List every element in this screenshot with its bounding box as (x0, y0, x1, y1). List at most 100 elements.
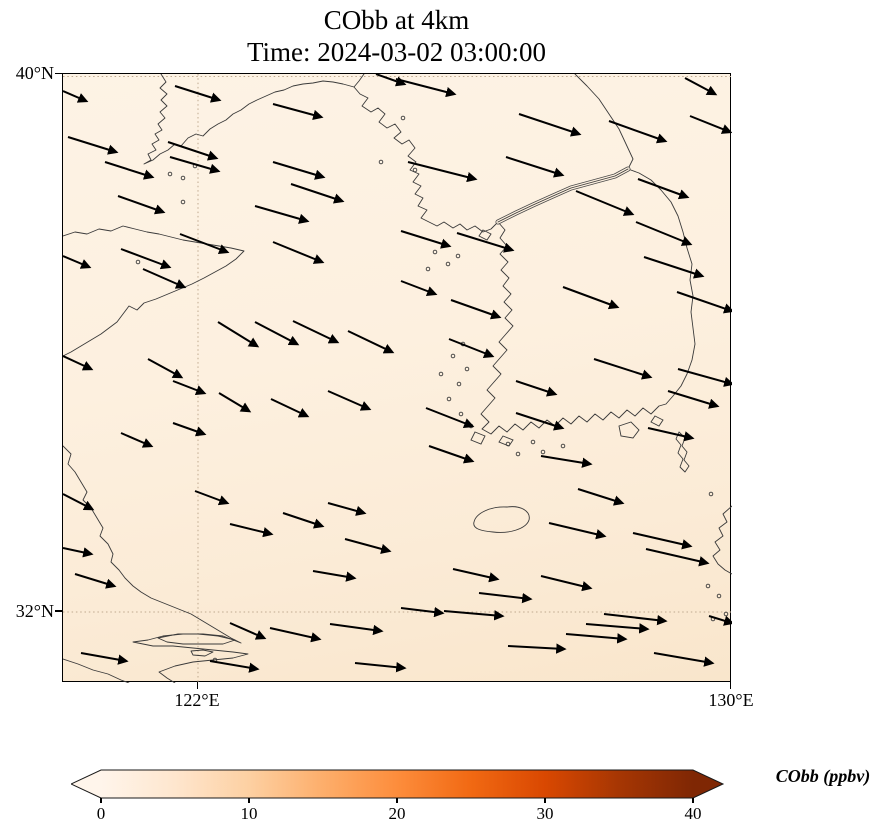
wind-arrow (229, 523, 274, 538)
wind-arrow (254, 205, 310, 224)
colorbar (71, 769, 725, 799)
wind-arrow (179, 233, 230, 255)
wind-arrow (562, 286, 620, 310)
wind-arrow (169, 156, 221, 174)
wind-arrow (67, 136, 119, 155)
coastline-nk-west (353, 86, 499, 233)
wind-arrow (667, 390, 720, 409)
wind-arrow (63, 255, 92, 269)
islet-dot (432, 249, 438, 255)
wind-arrow (676, 291, 732, 314)
islet-dot (167, 171, 173, 177)
colorbar-tickmark (544, 798, 546, 803)
colorbar-ticklabel: 10 (240, 804, 258, 823)
xtick-label-130E: 130°E (708, 690, 754, 710)
ytick-mark-40N (55, 72, 62, 74)
islet-dot (530, 439, 536, 445)
wind-arrow (104, 161, 155, 180)
island-tsushima (675, 431, 690, 473)
wind-arrow (428, 445, 475, 464)
wind-arrow (327, 502, 367, 516)
colorbar-ticklabel: 40 (684, 804, 702, 823)
wind-arrow (689, 115, 732, 134)
wind-arrow (172, 422, 207, 437)
wind-arrow (637, 178, 690, 200)
islet-dot (515, 451, 521, 457)
wind-arrow (142, 268, 187, 289)
islet-dot (446, 396, 452, 402)
wind-arrow (329, 623, 384, 636)
island-jindo (470, 431, 486, 445)
wind-arrow (400, 280, 438, 297)
map-plot-area (62, 73, 732, 683)
wind-arrow (217, 321, 260, 348)
wind-arrow (585, 623, 650, 634)
islet-dot (412, 167, 418, 173)
wind-arrow (425, 407, 475, 429)
wind-arrow (327, 390, 372, 411)
map-canvas (63, 74, 732, 683)
wind-arrow (507, 643, 567, 654)
wind-arrow (312, 570, 357, 582)
wind-arrow (218, 392, 252, 413)
wind-arrow (63, 90, 89, 103)
colorbar-tickmark (100, 798, 102, 803)
ytick-mark-32N (55, 610, 62, 612)
xtick-mark-122E (196, 682, 198, 689)
wind-arrow (344, 538, 392, 554)
wind-arrow (209, 660, 260, 673)
colorbar-tickmark (396, 798, 398, 803)
islet-dot (180, 199, 186, 205)
wind-arrow (80, 652, 129, 665)
islet-dot (505, 441, 511, 447)
coastlines (63, 74, 732, 683)
wind-arrow (577, 488, 625, 506)
wind-arrow (565, 633, 628, 644)
wind-arrow (515, 380, 558, 397)
colorbar-tickmark (248, 798, 250, 803)
colorbar-label: CObb (ppbv) (775, 766, 871, 786)
wind-quiver-arrows (63, 74, 732, 673)
border-dmz-fill (496, 167, 630, 224)
wind-arrow (400, 606, 445, 618)
wind-arrow (120, 432, 154, 448)
colorbar-ticks: 0 10 20 30 40 (71, 798, 731, 834)
wind-arrow (194, 490, 230, 506)
wind-arrow (593, 358, 653, 380)
wind-arrow (540, 575, 593, 592)
wind-arrow (677, 368, 732, 387)
wind-arrow (608, 120, 668, 144)
islet-dot (540, 449, 546, 455)
wind-arrow (452, 568, 500, 583)
colorbar-tickmark (692, 798, 694, 803)
islet-dot (425, 266, 431, 272)
wind-arrow (117, 195, 166, 215)
wind-arrow (347, 330, 395, 354)
wind-arrow (443, 610, 505, 621)
wind-arrow (653, 652, 715, 667)
page-subtitle-time: Time: 2024-03-02 03:00:00 (246, 37, 547, 67)
island-geoje (618, 421, 640, 439)
islet-dot (464, 366, 470, 372)
ytick-label-40N: 40°N (15, 63, 54, 83)
wind-arrow (632, 532, 693, 550)
coastline-liaodong (143, 74, 365, 165)
wind-arrow (456, 232, 515, 253)
coastline-yangtze (63, 445, 249, 683)
wind-arrow (354, 662, 407, 673)
islet-dot (560, 443, 566, 449)
wind-arrow (400, 230, 452, 249)
wind-arrow (407, 161, 478, 183)
islet-dot (438, 371, 444, 377)
wind-arrow (63, 493, 95, 511)
wind-arrow (272, 103, 324, 120)
island-jeju (473, 506, 530, 533)
wind-arrow (643, 256, 705, 279)
wind-arrow (63, 547, 94, 558)
wind-arrow (603, 613, 668, 626)
islet-dot (450, 353, 456, 359)
coastline-hangzhou (63, 658, 130, 683)
wind-arrow (63, 355, 94, 371)
wind-arrow (505, 156, 565, 178)
wind-arrow (272, 241, 325, 264)
